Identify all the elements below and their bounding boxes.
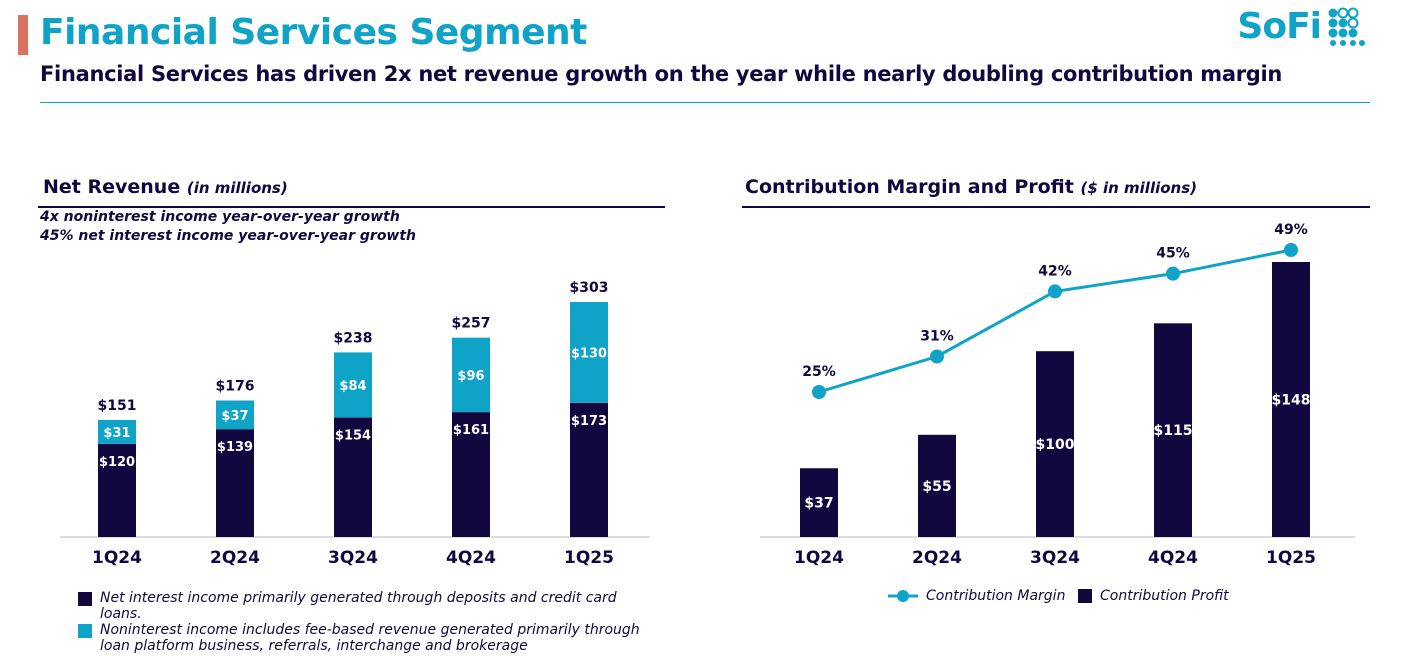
label-margin-1Q25: 49% <box>1274 222 1308 238</box>
x-tick-1Q24: 1Q24 <box>794 548 844 568</box>
label-noninterest-3Q24: $84 <box>339 379 366 394</box>
contribution-title-unit: ($ in millions) <box>1080 179 1197 197</box>
label-net-interest-1Q25: $173 <box>571 414 607 429</box>
x-tick-1Q24: 1Q24 <box>92 548 142 568</box>
note-noninterest-growth: 4x noninterest income year-over-year gro… <box>40 209 400 225</box>
contribution-title: Contribution Margin and Profit ($ in mil… <box>745 176 1197 198</box>
bar-noninterest-1Q25 <box>570 302 608 403</box>
margin-point-1Q24 <box>812 385 826 399</box>
legend-net-interest: Net interest income primarily generated … <box>78 590 640 622</box>
bar-net-interest-4Q24 <box>452 412 490 537</box>
note-net-interest-growth: 45% net interest income year-over-year g… <box>40 228 417 244</box>
label-profit-1Q25: $148 <box>1272 393 1311 409</box>
margin-point-2Q24 <box>930 349 944 364</box>
x-tick-1Q25: 1Q25 <box>1266 548 1316 568</box>
label-margin-3Q24: 42% <box>1038 263 1072 279</box>
bar-noninterest-3Q24 <box>334 352 372 418</box>
line-marker-icon <box>888 590 918 602</box>
legend-contribution-profit: Contribution Profit <box>1078 588 1229 604</box>
label-total-4Q24: $257 <box>452 316 491 332</box>
legend-contribution-margin-text: Contribution Margin <box>926 588 1066 604</box>
legend-swatch-navy <box>78 592 92 606</box>
bar-net-interest-3Q24 <box>334 417 372 537</box>
label-profit-1Q24: $37 <box>804 496 833 512</box>
x-tick-4Q24: 4Q24 <box>446 548 496 568</box>
net-revenue-title: Net Revenue (in millions) <box>43 176 288 198</box>
bar-net-interest-1Q24 <box>98 443 136 537</box>
bar-net-interest-1Q25 <box>570 402 608 537</box>
bar-noninterest-1Q24 <box>98 419 136 444</box>
page-title: Financial Services Segment <box>40 12 587 53</box>
legend-noninterest: Noninterest income includes fee-based re… <box>78 622 640 654</box>
page-subtitle: Financial Services has driven 2x net rev… <box>40 62 1283 86</box>
contribution-divider <box>742 206 1370 208</box>
x-tick-3Q24: 3Q24 <box>1030 548 1080 568</box>
legend-net-interest-text: Net interest income primarily generated … <box>100 590 617 622</box>
bar-contribution-profit-1Q25 <box>1272 262 1310 537</box>
sofi-logo: SoFi <box>1237 6 1367 47</box>
legend-noninterest-text: Noninterest income includes fee-based re… <box>100 622 640 654</box>
label-noninterest-2Q24: $37 <box>221 409 248 424</box>
label-net-interest-3Q24: $154 <box>335 429 371 444</box>
label-noninterest-1Q24: $31 <box>103 426 130 441</box>
bar-contribution-profit-1Q24 <box>800 468 838 537</box>
header-divider <box>40 102 1370 103</box>
label-total-2Q24: $176 <box>216 378 255 394</box>
net-revenue-title-unit: (in millions) <box>186 179 288 197</box>
bar-contribution-profit-4Q24 <box>1154 323 1192 537</box>
label-net-interest-4Q24: $161 <box>453 423 489 438</box>
net-revenue-chart: $120 $31 $151 1Q24 $139 $37 $176 2Q24 $154 $84 $23… <box>60 280 650 568</box>
contribution-chart: $37 1Q24 $55 2Q24 $100 3Q24 $115 4Q24 $148 1Q25 25… <box>760 222 1355 568</box>
bar-noninterest-4Q24 <box>452 337 490 413</box>
label-net-interest-1Q24: $120 <box>99 455 135 470</box>
logo-text: SoFi <box>1237 6 1322 47</box>
label-noninterest-1Q25: $130 <box>571 346 607 361</box>
title-accent-bar <box>18 15 28 55</box>
x-tick-2Q24: 2Q24 <box>210 548 260 568</box>
x-tick-4Q24: 4Q24 <box>1148 548 1198 568</box>
x-tick-3Q24: 3Q24 <box>328 548 378 568</box>
bar-noninterest-2Q24 <box>216 400 254 430</box>
margin-point-1Q25 <box>1284 243 1298 257</box>
legend-swatch-profit <box>1078 589 1092 603</box>
label-profit-2Q24: $55 <box>922 479 951 495</box>
bar-net-interest-2Q24 <box>216 429 254 537</box>
x-tick-2Q24: 2Q24 <box>912 548 962 568</box>
bar-contribution-profit-2Q24 <box>918 434 956 537</box>
label-noninterest-4Q24: $96 <box>457 369 484 384</box>
legend-swatch-teal <box>78 624 92 638</box>
legend-contribution-profit-text: Contribution Profit <box>1100 588 1229 604</box>
logo-dots-icon <box>1328 7 1365 46</box>
bar-contribution-profit-3Q24 <box>1036 351 1074 537</box>
label-margin-4Q24: 45% <box>1156 246 1190 262</box>
label-total-1Q24: $151 <box>98 398 137 414</box>
label-total-3Q24: $238 <box>334 330 373 346</box>
net-revenue-divider <box>38 206 665 208</box>
contribution-title-text: Contribution Margin and Profit <box>745 176 1074 198</box>
label-profit-4Q24: $115 <box>1154 423 1193 439</box>
label-total-1Q25: $303 <box>570 280 609 296</box>
label-margin-2Q24: 31% <box>920 329 954 345</box>
label-net-interest-2Q24: $139 <box>217 440 253 455</box>
label-margin-1Q24: 25% <box>802 364 836 380</box>
legend-contribution-margin: Contribution Margin <box>888 588 1065 604</box>
margin-point-4Q24 <box>1166 266 1180 281</box>
net-revenue-title-text: Net Revenue <box>43 176 181 198</box>
margin-point-3Q24 <box>1048 284 1062 299</box>
label-profit-3Q24: $100 <box>1036 437 1075 453</box>
x-tick-1Q25: 1Q25 <box>564 548 614 568</box>
